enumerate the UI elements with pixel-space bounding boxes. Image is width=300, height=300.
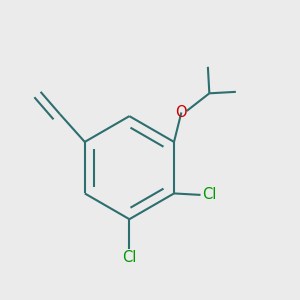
Text: Cl: Cl [202, 188, 216, 202]
Text: O: O [176, 105, 187, 120]
Text: Cl: Cl [122, 250, 136, 265]
